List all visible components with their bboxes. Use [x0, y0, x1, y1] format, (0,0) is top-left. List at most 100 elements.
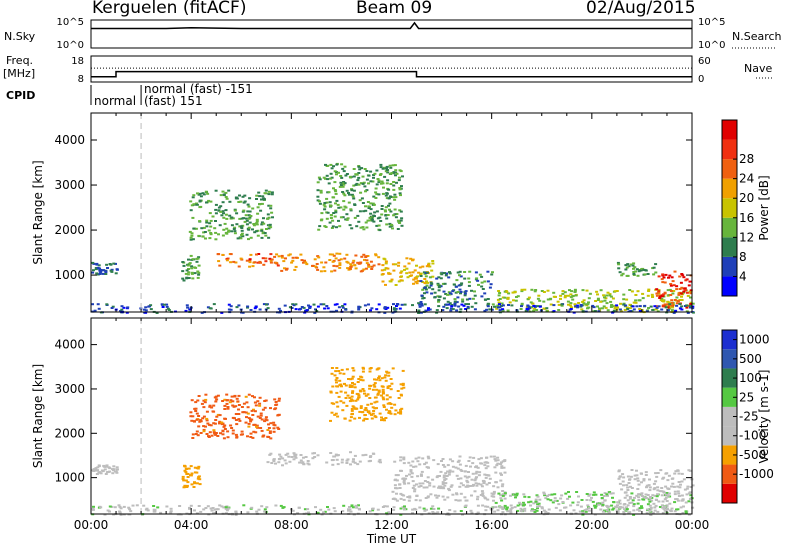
power-cell — [635, 305, 639, 308]
power-cell — [217, 209, 221, 212]
power-cell — [668, 306, 672, 309]
velocity-cell — [256, 400, 260, 403]
velocity-cell — [353, 454, 357, 457]
velocity-cell — [213, 508, 217, 511]
power-data-layer — [91, 162, 695, 314]
power-cell — [385, 169, 389, 171]
power-cell — [233, 209, 237, 212]
power-cell — [125, 311, 129, 314]
power-cell — [474, 302, 478, 305]
velocity-cell — [427, 512, 431, 515]
velocity-cell — [339, 383, 343, 386]
power-cell — [332, 254, 336, 257]
power-cell — [480, 295, 484, 298]
velocity-cell — [667, 474, 671, 477]
velocity-cell — [411, 480, 415, 483]
power-cell — [397, 179, 401, 182]
power-cell — [341, 167, 345, 170]
power-cell — [342, 170, 346, 173]
velocity-cell — [400, 387, 404, 390]
power-cell — [506, 309, 510, 312]
power-cell — [456, 291, 460, 293]
velocity-cell — [602, 495, 606, 497]
velocity-cell — [407, 461, 411, 464]
power-cell — [538, 299, 542, 302]
power-cell — [258, 195, 262, 198]
velocity-cell — [316, 511, 320, 514]
power-cell — [238, 217, 242, 220]
velocity-cell — [605, 504, 609, 507]
velocity-cell — [400, 407, 404, 410]
power-cell — [657, 290, 661, 293]
velocity-cell — [235, 435, 239, 438]
velocity-cell — [439, 470, 443, 473]
velocity-cell — [535, 494, 539, 497]
power-cell — [468, 270, 472, 273]
velocity-cell — [330, 402, 334, 405]
velocity-cell — [436, 463, 440, 466]
power-cell — [628, 289, 632, 291]
power-cell — [392, 184, 396, 187]
power-colorbar-segment — [722, 217, 737, 238]
power-cell — [399, 210, 403, 213]
velocity-cell — [330, 372, 334, 375]
velocity-cell — [350, 408, 354, 410]
power-cell — [381, 264, 385, 267]
velocity-cell — [389, 403, 393, 405]
power-cell — [388, 280, 392, 283]
velocity-cell — [682, 505, 685, 508]
power-cell — [680, 295, 683, 298]
velocity-cell — [307, 463, 311, 466]
velocity-cell — [611, 508, 615, 511]
power-cell — [680, 273, 684, 275]
velocity-cell — [538, 498, 542, 501]
velocity-cell — [666, 494, 670, 497]
velocity-cell — [385, 505, 389, 508]
velocity-cell — [686, 485, 690, 488]
power-cell — [609, 295, 613, 298]
power-cell — [214, 189, 218, 192]
power-cell — [508, 301, 512, 304]
velocity-cell — [223, 404, 227, 407]
velocity-cell — [624, 491, 628, 494]
power-cell — [344, 308, 348, 311]
velocity-cell — [553, 499, 557, 502]
velocity-cell — [536, 503, 540, 506]
power-cell — [529, 301, 533, 304]
velocity-cell — [205, 433, 209, 435]
velocity-cell — [351, 367, 355, 370]
velocity-cell — [118, 505, 122, 508]
velocity-cell — [189, 474, 193, 477]
power-cell — [388, 202, 392, 205]
power-cell — [316, 255, 320, 258]
power-cell — [195, 203, 199, 206]
power-cell — [463, 277, 467, 280]
power-cell — [384, 210, 387, 213]
power-cell — [259, 209, 263, 212]
power-cell — [459, 283, 463, 286]
power-cell — [317, 228, 321, 231]
velocity-cell — [331, 463, 335, 466]
velocity-cell — [208, 405, 212, 408]
velocity-cell — [421, 457, 425, 460]
power-cell — [491, 303, 495, 306]
power-cell — [300, 259, 304, 262]
power-cell — [299, 307, 303, 310]
velocity-cell — [259, 427, 263, 429]
power-cell — [423, 282, 427, 285]
velocity-cell — [609, 492, 613, 495]
velocity-cell — [286, 452, 290, 455]
power-cell — [384, 170, 388, 173]
velocity-cell — [648, 489, 652, 492]
power-cell — [569, 308, 573, 310]
velocity-cell — [354, 399, 358, 402]
power-cell — [241, 311, 245, 314]
velocity-cell — [527, 501, 531, 504]
power-cell — [661, 293, 665, 296]
power-cell — [596, 297, 600, 300]
velocity-cell — [616, 504, 619, 507]
power-cell — [240, 232, 244, 235]
velocity-cell — [265, 419, 269, 422]
velocity-cell — [666, 479, 670, 482]
velocity-cell — [255, 425, 258, 428]
